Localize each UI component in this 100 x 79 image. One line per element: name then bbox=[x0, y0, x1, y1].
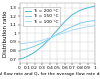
Line: Tc = 150 °C: Tc = 150 °C bbox=[20, 21, 95, 51]
Tc = 200 °C bbox=[79, 10, 81, 11]
Tc = 200 °C bbox=[87, 7, 88, 8]
Tc = 100 °C bbox=[79, 28, 81, 29]
Tc = 100 °C bbox=[49, 37, 50, 38]
Line: Tc = 200 °C: Tc = 200 °C bbox=[20, 6, 95, 59]
Tc = 100 °C bbox=[26, 42, 28, 43]
Tc = 150 °C bbox=[23, 49, 24, 50]
Tc = 200 °C bbox=[23, 58, 24, 59]
Tc = 100 °C bbox=[34, 41, 35, 42]
Tc = 200 °C bbox=[19, 59, 20, 60]
Tc = 200 °C bbox=[64, 21, 66, 22]
Tc = 100 °C bbox=[64, 32, 66, 33]
Tc = 200 °C bbox=[49, 38, 50, 39]
Tc = 200 °C bbox=[72, 14, 73, 15]
Tc = 150 °C bbox=[72, 26, 73, 27]
X-axis label: Q₁  for the actual flow rate and Q₂ for the average flow rate distribution in ea: Q₁ for the actual flow rate and Q₂ for t… bbox=[0, 71, 100, 76]
Tc = 100 °C bbox=[19, 43, 20, 44]
Tc = 150 °C bbox=[95, 20, 96, 21]
Y-axis label: Distribution ratio: Distribution ratio bbox=[4, 10, 8, 57]
Line: Tc = 100 °C: Tc = 100 °C bbox=[20, 26, 95, 44]
Tc = 150 °C bbox=[34, 46, 35, 47]
Tc = 150 °C bbox=[42, 42, 43, 43]
Tc = 100 °C bbox=[42, 40, 43, 41]
Tc = 100 °C bbox=[57, 35, 58, 36]
Tc = 150 °C bbox=[19, 50, 20, 51]
Tc = 200 °C bbox=[42, 46, 43, 47]
Tc = 150 °C bbox=[49, 38, 50, 39]
Tc = 100 °C bbox=[23, 43, 24, 44]
Tc = 100 °C bbox=[95, 25, 96, 26]
Tc = 150 °C bbox=[79, 23, 81, 24]
Tc = 150 °C bbox=[26, 48, 28, 49]
Tc = 100 °C bbox=[87, 26, 88, 27]
Tc = 200 °C bbox=[26, 56, 28, 57]
Tc = 150 °C bbox=[87, 21, 88, 22]
Legend: Tc = 200 °C, Tc = 150 °C, Tc = 100 °C: Tc = 200 °C, Tc = 150 °C, Tc = 100 °C bbox=[23, 7, 60, 26]
Tc = 200 °C bbox=[34, 52, 35, 53]
Tc = 150 °C bbox=[57, 34, 58, 35]
